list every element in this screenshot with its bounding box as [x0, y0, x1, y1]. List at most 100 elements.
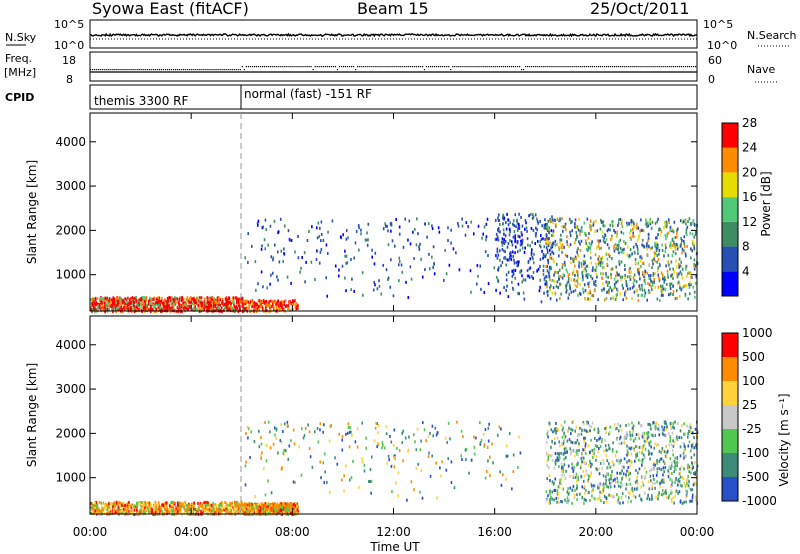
scatter-point: [299, 270, 301, 274]
scatter-point: [239, 299, 241, 303]
nave-point: [197, 69, 199, 71]
scatter-point: [679, 244, 682, 248]
scatter-point: [515, 225, 517, 229]
scatter-point: [139, 306, 141, 310]
scatter-point: [298, 445, 301, 449]
scatter-point: [93, 307, 96, 311]
scatter-point: [131, 296, 134, 300]
scatter-point: [676, 275, 679, 279]
scatter-point: [547, 258, 550, 262]
colorbar-tick-label: 12: [742, 215, 757, 229]
scatter-point: [661, 249, 664, 253]
scatter-point: [545, 498, 548, 502]
scatter-point: [265, 504, 267, 508]
scatter-point: [496, 256, 499, 260]
scatter-point: [163, 511, 166, 515]
scatter-point: [583, 436, 585, 440]
nave-point: [498, 66, 500, 68]
scatter-point: [518, 260, 520, 264]
scatter-point: [148, 503, 150, 507]
scatter-point: [90, 305, 92, 309]
nave-point: [658, 66, 660, 68]
scatter-point: [144, 299, 146, 303]
scatter-point: [577, 478, 580, 482]
scatter-point: [584, 442, 587, 446]
scatter-point: [154, 296, 156, 300]
scatter-point: [201, 507, 203, 511]
cpid-mode-2: normal (fast) -151 RF: [244, 87, 372, 101]
scatter-point: [621, 248, 624, 252]
scatter-point: [246, 504, 249, 508]
freq-left-tick-top: 18: [62, 54, 76, 67]
scatter-point: [599, 239, 602, 243]
scatter-point: [226, 505, 229, 509]
scatter-point: [100, 297, 102, 301]
scatter-point: [199, 503, 202, 507]
scatter-point: [686, 244, 688, 248]
scatter-point: [184, 303, 187, 307]
scatter-point: [235, 306, 237, 310]
scatter-point: [428, 451, 430, 455]
scatter-point: [589, 256, 592, 260]
scatter-point: [294, 502, 297, 506]
scatter-point: [596, 246, 598, 250]
scatter-point: [348, 445, 351, 449]
scatter-point: [622, 298, 625, 302]
scatter-point: [497, 268, 499, 272]
scatter-point: [647, 221, 649, 225]
scatter-point: [613, 277, 616, 281]
scatter-point: [104, 301, 106, 305]
scatter-point: [555, 429, 557, 433]
scatter-point: [266, 507, 269, 511]
scatter-point: [197, 509, 199, 513]
station-title: Syowa East (fitACF): [92, 0, 249, 18]
scatter-point: [618, 273, 620, 277]
nave-point: [286, 66, 288, 68]
scatter-point: [494, 218, 497, 222]
nave-point: [512, 66, 515, 68]
scatter-point: [154, 305, 157, 309]
colorbar-segment: [722, 197, 738, 222]
scatter-point: [550, 445, 552, 449]
scatter-point: [489, 455, 491, 459]
scatter-point: [256, 505, 259, 509]
scatter-point: [665, 282, 668, 286]
scatter-point: [145, 507, 147, 511]
scatter-point: [420, 257, 422, 261]
scatter-point: [91, 506, 94, 510]
nave-point: [650, 66, 652, 68]
nave-point: [259, 66, 262, 68]
scatter-point: [597, 257, 600, 261]
scatter-point: [452, 247, 455, 251]
scatter-point: [434, 426, 437, 430]
scatter-point: [169, 504, 171, 508]
nave-point: [160, 69, 163, 71]
scatter-point: [622, 251, 625, 255]
scatter-point: [544, 255, 547, 259]
nave-point: [555, 66, 557, 68]
scatter-point: [165, 501, 168, 505]
scatter-point: [639, 287, 641, 291]
scatter-point: [322, 461, 325, 465]
scatter-point: [549, 265, 552, 269]
scatter-point: [345, 229, 348, 233]
nave-point: [336, 69, 339, 71]
scatter-point: [590, 224, 593, 228]
scatter-point: [130, 301, 133, 305]
scatter-point: [156, 299, 159, 303]
scatter-point: [661, 489, 664, 493]
scatter-point: [263, 301, 266, 305]
scatter-point: [667, 218, 670, 222]
scatter-point: [669, 284, 672, 288]
scatter-point: [273, 219, 276, 223]
scatter-point: [511, 269, 513, 273]
y-tick-label: 1000: [55, 268, 86, 282]
scatter-point: [670, 246, 672, 250]
scatter-point: [262, 509, 265, 513]
scatter-point: [560, 462, 563, 466]
scatter-point: [502, 232, 505, 236]
scatter-point: [548, 268, 551, 272]
scatter-point: [275, 428, 278, 432]
scatter-point: [575, 425, 578, 429]
scatter-point: [90, 511, 93, 515]
